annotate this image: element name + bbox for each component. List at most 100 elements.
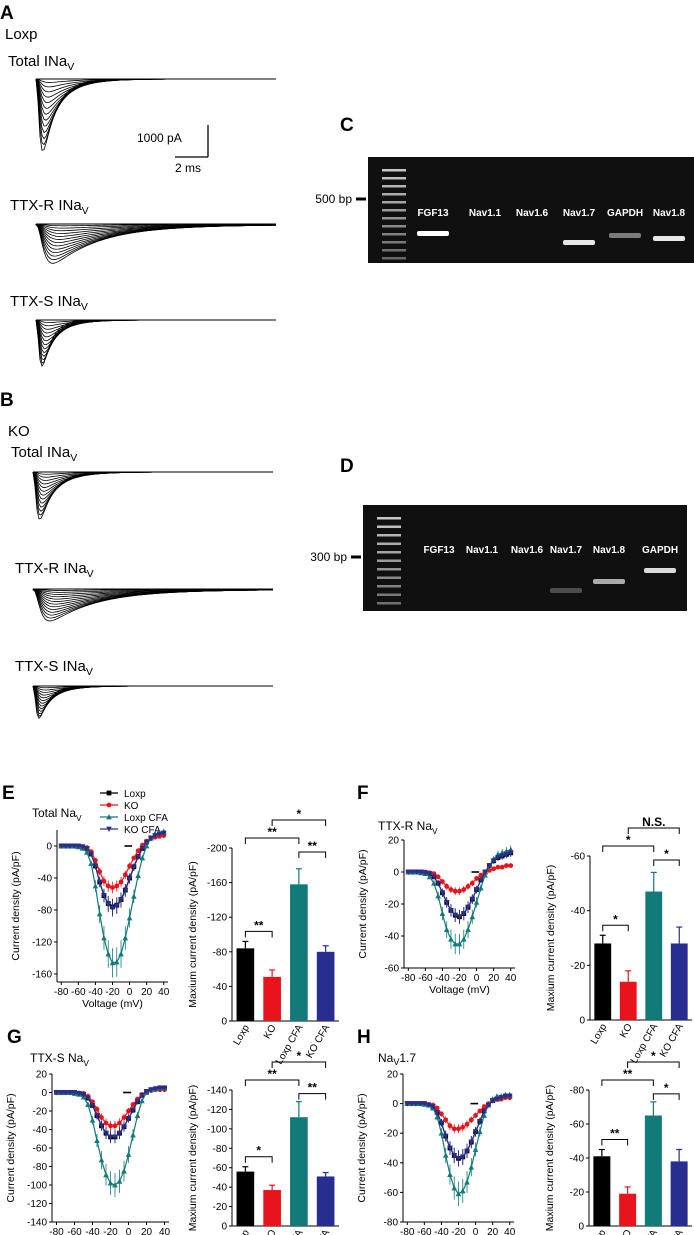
data-point bbox=[474, 876, 479, 881]
data-point bbox=[409, 869, 416, 875]
data-point bbox=[118, 879, 124, 885]
data-point bbox=[139, 855, 146, 861]
y-tick-label: -60 bbox=[33, 1144, 48, 1155]
data-point bbox=[130, 1107, 136, 1114]
trace-family-a-total-sweep bbox=[35, 78, 276, 127]
data-point bbox=[103, 1130, 109, 1137]
data-point bbox=[114, 883, 120, 889]
data-point bbox=[452, 912, 459, 919]
data-point bbox=[118, 898, 124, 904]
data-point bbox=[438, 1130, 445, 1136]
data-point bbox=[442, 1133, 449, 1140]
y-tick-label: -120 bbox=[207, 913, 227, 924]
gel-c-ladder-band bbox=[382, 241, 406, 244]
gel-c-ladder-band bbox=[382, 257, 406, 260]
y-tick-label: -80 bbox=[33, 1162, 48, 1173]
data-point bbox=[472, 1129, 479, 1135]
legend-marker bbox=[106, 814, 112, 820]
x-category-label: KO bbox=[262, 1228, 279, 1235]
significance-bracket: ** bbox=[244, 825, 300, 844]
gel-c-lane-label: Nav1.7 bbox=[563, 208, 596, 219]
data-point bbox=[495, 855, 501, 861]
data-point bbox=[92, 883, 99, 889]
data-point bbox=[481, 1104, 487, 1109]
y-tick-label: 0 bbox=[41, 1088, 47, 1099]
y-tick-label: -120 bbox=[27, 1199, 47, 1210]
data-point bbox=[134, 1112, 141, 1119]
data-point bbox=[88, 860, 94, 866]
data-point bbox=[448, 908, 454, 914]
iv-title-e: Total NaV bbox=[32, 806, 82, 823]
bracket-line bbox=[602, 924, 629, 932]
data-point bbox=[107, 1134, 114, 1140]
bracket-line bbox=[601, 1139, 629, 1146]
significance-bracket: ** bbox=[601, 1127, 629, 1146]
data-point bbox=[143, 839, 150, 845]
bracket-line bbox=[601, 1079, 654, 1086]
data-point bbox=[478, 872, 484, 878]
y-tick-label: -160 bbox=[207, 878, 227, 889]
x-tick-label: 40 bbox=[504, 1227, 516, 1235]
trace-family-a-ttxs bbox=[35, 319, 276, 368]
data-point bbox=[113, 903, 120, 909]
bracket-line bbox=[652, 1093, 680, 1100]
data-point bbox=[443, 900, 450, 906]
data-point bbox=[143, 843, 150, 849]
data-point bbox=[508, 863, 514, 868]
x-axis-label: Voltage (mV) bbox=[82, 998, 143, 1010]
data-point bbox=[473, 887, 480, 893]
x-category-label: Loxp bbox=[232, 1023, 253, 1048]
series-line bbox=[407, 1094, 510, 1195]
gel-d-ladder-band bbox=[377, 517, 401, 520]
data-point bbox=[94, 1106, 100, 1112]
trace-family-b-ttxs-sweep bbox=[32, 685, 273, 712]
x-category-label: Loxp bbox=[588, 1228, 609, 1235]
iv-title-e-text: Total Na bbox=[32, 806, 76, 820]
y-tick-label: -100 bbox=[27, 1181, 47, 1192]
data-point bbox=[465, 904, 471, 911]
data-point bbox=[495, 864, 501, 870]
gel-c-ladder-band bbox=[382, 201, 406, 204]
gel-d-ladder-band bbox=[377, 602, 401, 605]
iv-chart-g: TTX-S NaV200-20-40-60-80-100-120-140-80-… bbox=[5, 1051, 170, 1235]
bar-chart-g: 0 -20 -40 -60 -80 -100 -120 -140 Maxium current … bbox=[187, 1049, 339, 1235]
data-point bbox=[442, 1152, 449, 1158]
data-point bbox=[89, 1117, 96, 1123]
data-point bbox=[118, 951, 124, 957]
data-point bbox=[125, 1151, 132, 1157]
bracket-line bbox=[244, 930, 273, 938]
data-point bbox=[417, 1101, 423, 1107]
gel-d-marker-label: 300 bp bbox=[310, 550, 347, 564]
gel-c-lane-label: FGF13 bbox=[417, 208, 449, 219]
data-point bbox=[62, 1090, 69, 1096]
series-loxp-cfa bbox=[405, 845, 514, 955]
data-point bbox=[107, 1180, 114, 1186]
trace-label-b-total-sub: V bbox=[70, 452, 77, 464]
data-point bbox=[472, 1146, 479, 1152]
y-tick-label: -40 bbox=[213, 1183, 228, 1194]
gel-c-background bbox=[368, 157, 694, 263]
data-point bbox=[103, 1171, 109, 1178]
y-tick-label: -20 bbox=[33, 1107, 48, 1118]
data-point bbox=[431, 880, 437, 886]
data-point bbox=[148, 835, 154, 841]
significance-label: ** bbox=[308, 1081, 318, 1095]
panel-label-h: H bbox=[357, 1027, 371, 1048]
data-point bbox=[460, 911, 467, 917]
data-point bbox=[443, 926, 450, 932]
data-point bbox=[451, 1153, 458, 1159]
x-tick-label: -80 bbox=[49, 1227, 64, 1235]
significance-bracket: * bbox=[271, 807, 327, 826]
y-axis-label: Current density (pA/pF) bbox=[5, 1093, 17, 1202]
data-point bbox=[152, 1086, 159, 1092]
bracket-line bbox=[298, 1093, 327, 1100]
data-point bbox=[473, 1113, 478, 1118]
y-axis-label: Maxium current density (pA/pF) bbox=[545, 865, 557, 1011]
significance-bracket: * bbox=[653, 847, 680, 866]
trace-label-b-ttxs-text: TTX-S INa bbox=[15, 658, 86, 675]
data-point bbox=[109, 906, 116, 912]
gel-d-ladder-band bbox=[377, 568, 401, 571]
data-point bbox=[121, 1168, 127, 1174]
data-point bbox=[421, 1101, 428, 1107]
